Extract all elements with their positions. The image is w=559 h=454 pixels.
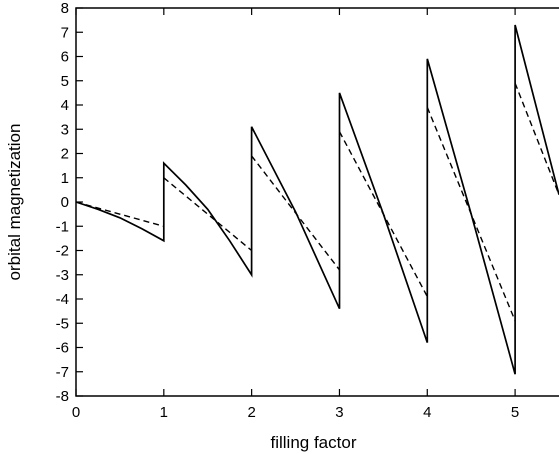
y-tick-label: -4 (56, 291, 69, 308)
y-tick-label: -7 (56, 364, 69, 381)
x-tick-label: 5 (511, 404, 519, 421)
y-tick-label: 8 (61, 0, 69, 17)
x-tick-label: 3 (335, 404, 343, 421)
y-tick-label: -5 (56, 315, 69, 332)
y-axis-label: orbital magnetization (5, 124, 24, 281)
y-tick-label: 1 (61, 170, 69, 187)
x-tick-label: 0 (72, 404, 80, 421)
y-tick-label: -6 (56, 340, 69, 357)
x-tick-label: 1 (160, 404, 168, 421)
y-tick-label: -8 (56, 388, 69, 405)
dashed-series-line (75, 82, 559, 322)
plot-border (75, 7, 559, 397)
solid-series (75, 24, 559, 375)
plot-frame (75, 7, 559, 397)
y-tick-label: 4 (61, 97, 69, 114)
x-axis-ticks: 0 1 2 3 4 5 (72, 8, 519, 421)
y-tick-label: 5 (61, 73, 69, 90)
x-tick-label: 2 (247, 404, 255, 421)
y-tick-label: -2 (56, 243, 69, 260)
y-tick-label: 6 (61, 49, 69, 66)
x-tick-label: 4 (423, 404, 431, 421)
y-tick-label: -3 (56, 267, 69, 284)
y-tick-label: -1 (56, 218, 69, 235)
y-tick-label: 0 (61, 194, 69, 211)
x-axis-label: filling factor (271, 433, 357, 452)
y-tick-label: 3 (61, 121, 69, 138)
y-tick-label: 7 (61, 24, 69, 41)
y-axis-ticks: -8 -7 -6 -5 -4 -3 -2 -1 0 1 2 3 4 5 6 7 8 (56, 0, 83, 405)
y-tick-label: 2 (61, 146, 69, 163)
dashed-series (75, 82, 559, 322)
series-layer (75, 24, 559, 375)
solid-series-line (75, 24, 559, 375)
